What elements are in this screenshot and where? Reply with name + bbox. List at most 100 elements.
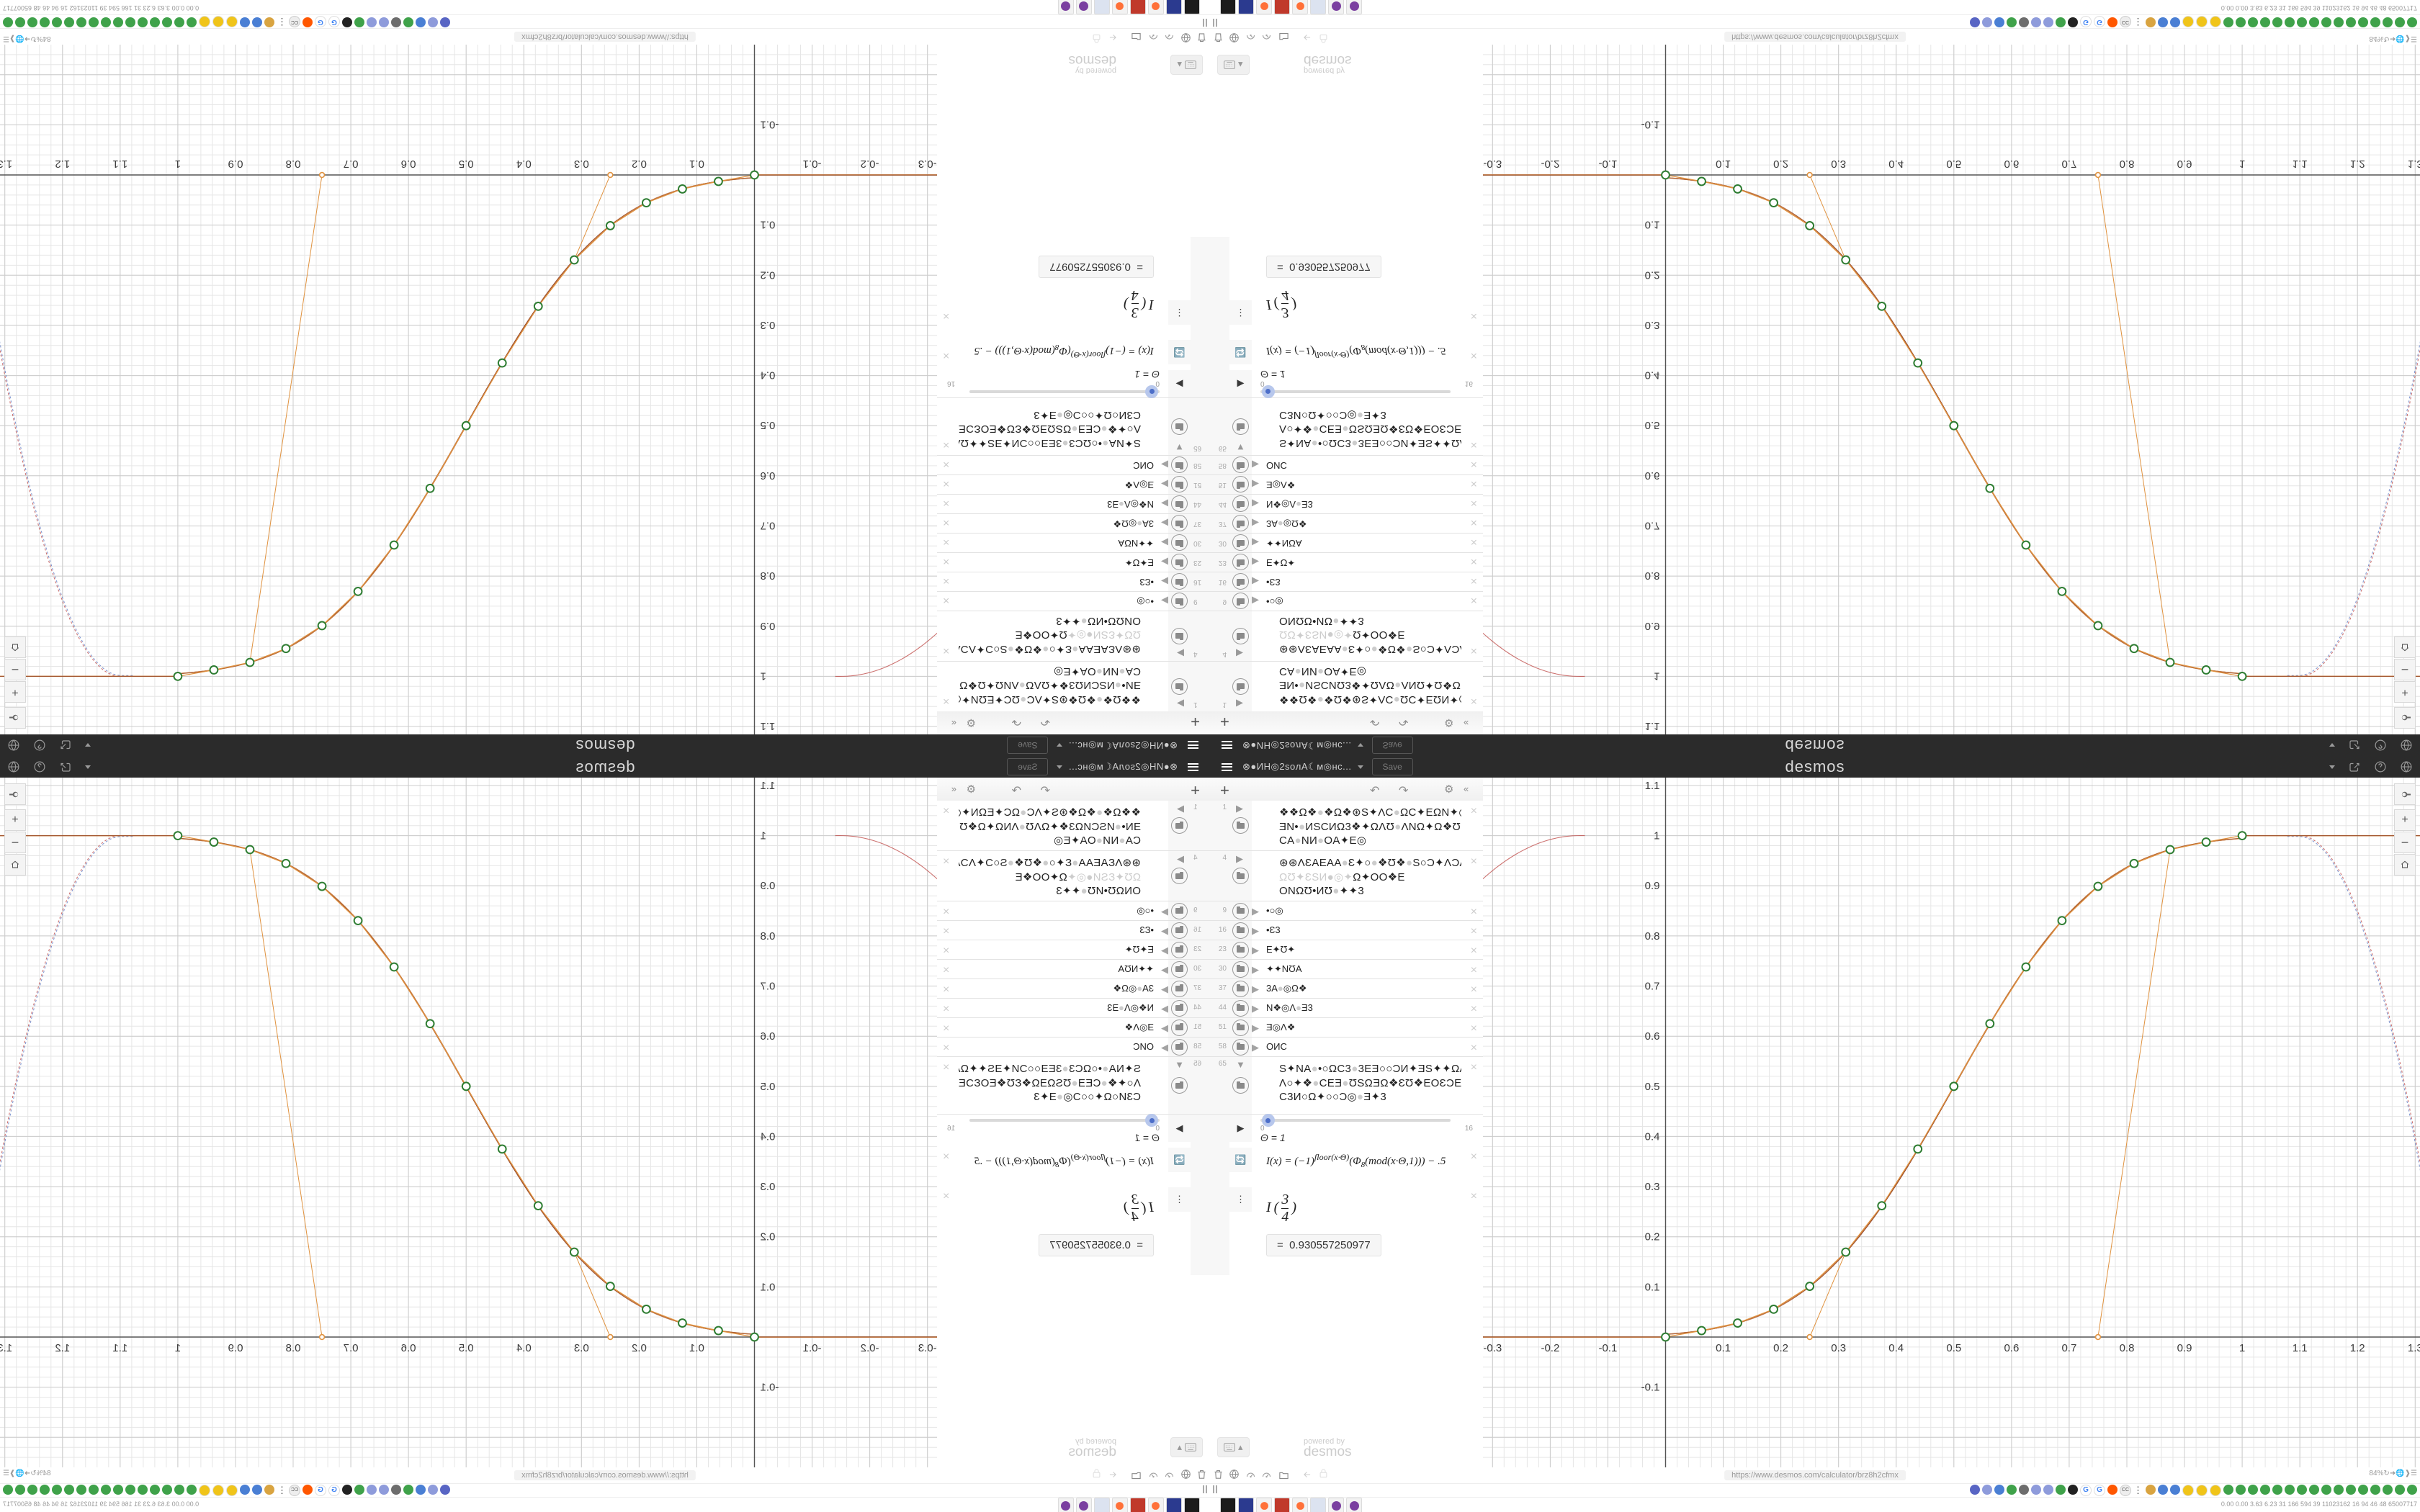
svg-text:-0.2: -0.2: [1541, 1342, 1559, 1354]
svg-text:0.7: 0.7: [1645, 520, 1660, 532]
svg-text:0.9: 0.9: [228, 1342, 243, 1354]
svg-text:1.2: 1.2: [2350, 158, 2365, 170]
svg-text:0.2: 0.2: [1773, 158, 1788, 170]
svg-text:0.8: 0.8: [1645, 570, 1660, 582]
svg-text:0.5: 0.5: [1645, 419, 1660, 431]
svg-text:1.3: 1.3: [0, 158, 12, 170]
svg-text:1: 1: [175, 1342, 181, 1354]
svg-text:1: 1: [175, 158, 181, 170]
svg-text:0.5: 0.5: [1946, 158, 1961, 170]
svg-text:0.9: 0.9: [761, 880, 776, 892]
svg-text:-0.2: -0.2: [1541, 158, 1559, 170]
svg-text:0.2: 0.2: [632, 158, 647, 170]
svg-text:0.8: 0.8: [286, 1342, 301, 1354]
svg-text:-0.1: -0.1: [1598, 1342, 1617, 1354]
svg-text:1: 1: [1654, 830, 1659, 842]
svg-text:0.4: 0.4: [516, 1342, 532, 1354]
svg-text:0.5: 0.5: [1946, 1342, 1961, 1354]
svg-text:1.1: 1.1: [2293, 158, 2308, 170]
svg-text:0.6: 0.6: [1645, 1030, 1660, 1043]
svg-text:0.6: 0.6: [2004, 158, 2019, 170]
svg-text:0.4: 0.4: [1888, 1342, 1904, 1354]
svg-text:0.8: 0.8: [761, 570, 776, 582]
svg-text:1.1: 1.1: [1645, 780, 1660, 792]
svg-text:0.2: 0.2: [1645, 1231, 1660, 1243]
svg-text:1.1: 1.1: [761, 780, 776, 792]
svg-text:0.1: 0.1: [1645, 1281, 1660, 1293]
svg-text:0.5: 0.5: [761, 1081, 776, 1093]
svg-text:1.2: 1.2: [55, 1342, 70, 1354]
svg-text:1.1: 1.1: [112, 1342, 127, 1354]
svg-text:0.4: 0.4: [761, 1130, 776, 1143]
svg-text:0.3: 0.3: [574, 1342, 589, 1354]
svg-text:1.2: 1.2: [55, 158, 70, 170]
svg-text:1.3: 1.3: [2408, 1342, 2420, 1354]
svg-text:0.1: 0.1: [1716, 1342, 1731, 1354]
svg-text:0.3: 0.3: [1831, 1342, 1846, 1354]
svg-text:1.3: 1.3: [2408, 158, 2420, 170]
svg-text:0.9: 0.9: [1645, 620, 1660, 632]
svg-text:0.4: 0.4: [761, 369, 776, 382]
svg-text:0.9: 0.9: [2177, 1342, 2192, 1354]
svg-text:0.1: 0.1: [761, 1281, 776, 1293]
svg-text:0.7: 0.7: [761, 520, 776, 532]
svg-text:0.3: 0.3: [761, 319, 776, 331]
svg-text:0.4: 0.4: [1888, 158, 1904, 170]
svg-text:1: 1: [1654, 670, 1659, 682]
svg-text:-0.3: -0.3: [918, 1342, 937, 1354]
svg-text:0.9: 0.9: [2177, 158, 2192, 170]
svg-text:0.5: 0.5: [761, 419, 776, 431]
svg-text:0.3: 0.3: [1645, 1181, 1660, 1193]
svg-text:0.1: 0.1: [1716, 158, 1731, 170]
svg-text:0.6: 0.6: [2004, 1342, 2019, 1354]
svg-text:1: 1: [2239, 1342, 2245, 1354]
svg-text:0.9: 0.9: [1645, 880, 1660, 892]
svg-text:0.6: 0.6: [761, 469, 776, 482]
svg-text:-0.1: -0.1: [1598, 158, 1617, 170]
svg-text:1.3: 1.3: [0, 1342, 12, 1354]
svg-text:0.9: 0.9: [228, 158, 243, 170]
svg-text:0.6: 0.6: [401, 158, 416, 170]
svg-text:0.8: 0.8: [2120, 1342, 2135, 1354]
svg-text:1.2: 1.2: [2350, 1342, 2365, 1354]
svg-text:0.8: 0.8: [1645, 930, 1660, 942]
svg-text:-0.1: -0.1: [761, 118, 779, 130]
svg-text:0.8: 0.8: [2120, 158, 2135, 170]
svg-text:0.4: 0.4: [1645, 369, 1660, 382]
svg-text:0.7: 0.7: [2061, 1342, 2076, 1354]
svg-text:1.1: 1.1: [112, 158, 127, 170]
svg-text:1.1: 1.1: [1645, 720, 1660, 732]
svg-text:0.8: 0.8: [761, 930, 776, 942]
svg-text:-0.1: -0.1: [1641, 1382, 1660, 1394]
svg-text:-0.3: -0.3: [1483, 1342, 1502, 1354]
svg-text:0.2: 0.2: [632, 1342, 647, 1354]
svg-text:-0.1: -0.1: [803, 1342, 822, 1354]
svg-text:0.6: 0.6: [1645, 469, 1660, 482]
svg-text:0.6: 0.6: [761, 1030, 776, 1043]
svg-text:0.2: 0.2: [1645, 269, 1660, 281]
svg-text:-0.3: -0.3: [918, 158, 937, 170]
svg-text:-0.1: -0.1: [761, 1382, 779, 1394]
svg-text:0.7: 0.7: [2061, 158, 2076, 170]
svg-text:0.1: 0.1: [761, 219, 776, 231]
svg-text:1: 1: [761, 830, 766, 842]
svg-text:0.3: 0.3: [574, 158, 589, 170]
svg-text:0.1: 0.1: [1645, 219, 1660, 231]
svg-text:0.5: 0.5: [1645, 1081, 1660, 1093]
svg-text:0.6: 0.6: [401, 1342, 416, 1354]
svg-text:0.7: 0.7: [761, 981, 776, 993]
svg-text:0.7: 0.7: [344, 1342, 359, 1354]
svg-text:-0.2: -0.2: [861, 158, 879, 170]
svg-text:0.3: 0.3: [1645, 319, 1660, 331]
svg-text:1: 1: [761, 670, 766, 682]
svg-text:0.8: 0.8: [286, 158, 301, 170]
svg-text:-0.2: -0.2: [861, 1342, 879, 1354]
svg-text:1.1: 1.1: [761, 720, 776, 732]
svg-text:0.7: 0.7: [1645, 981, 1660, 993]
svg-text:0.1: 0.1: [689, 1342, 704, 1354]
svg-text:0.2: 0.2: [761, 269, 776, 281]
svg-text:0.2: 0.2: [761, 1231, 776, 1243]
svg-text:0.4: 0.4: [516, 158, 532, 170]
svg-text:0.3: 0.3: [1831, 158, 1846, 170]
svg-text:0.4: 0.4: [1645, 1130, 1660, 1143]
